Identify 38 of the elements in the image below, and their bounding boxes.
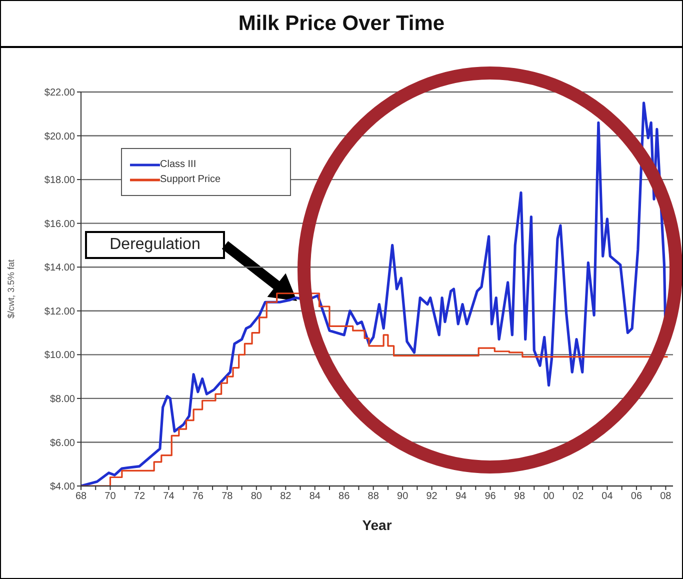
- x-tick-label: 76: [192, 491, 204, 502]
- x-tick-label: 88: [368, 491, 380, 502]
- x-tick-label: 80: [250, 491, 262, 502]
- x-tick-label: 68: [75, 491, 87, 502]
- x-tick-label: 78: [222, 491, 234, 502]
- y-tick-label: $4.00: [50, 482, 76, 493]
- x-tick-label: 72: [134, 491, 146, 502]
- legend-label: Support Price: [160, 174, 221, 185]
- x-tick-label: 86: [338, 491, 350, 502]
- x-tick-label: 74: [163, 491, 175, 502]
- x-tick-label: 06: [630, 491, 642, 502]
- x-axis-title: Year: [362, 517, 392, 533]
- y-tick-label: $12.00: [44, 306, 76, 318]
- x-tick-label: 84: [309, 491, 321, 502]
- x-tick-label: 08: [660, 491, 672, 502]
- y-tick-label: $6.00: [50, 438, 76, 449]
- x-tick-label: 92: [426, 491, 438, 502]
- x-tick-label: 98: [514, 491, 526, 502]
- y-tick-label: $20.00: [44, 131, 76, 142]
- x-tick-label: 94: [455, 491, 468, 502]
- y-tick-label: $16.00: [44, 218, 76, 230]
- y-axis-title: $/cwt, 3.5% fat: [6, 258, 16, 319]
- x-tick-label: 04: [602, 491, 614, 502]
- chart-title: Milk Price Over Time: [1, 1, 682, 48]
- y-tick-label: $14.00: [44, 262, 76, 274]
- x-tick-label: 82: [280, 491, 292, 502]
- y-tick-label: $18.00: [44, 175, 76, 186]
- annotation: Deregulation: [85, 231, 225, 259]
- y-tick-label: $8.00: [50, 394, 76, 405]
- y-tick-label: $22.00: [44, 88, 76, 99]
- x-tick-label: 00: [543, 491, 555, 502]
- x-tick-label: 96: [484, 491, 496, 502]
- x-tick-label: 70: [104, 491, 116, 502]
- line-series: [81, 102, 667, 486]
- x-tick-label: 02: [572, 491, 584, 502]
- y-tick-label: $10.00: [44, 350, 76, 362]
- legend-label: Class III: [160, 159, 196, 170]
- x-tick-label: 90: [397, 491, 409, 502]
